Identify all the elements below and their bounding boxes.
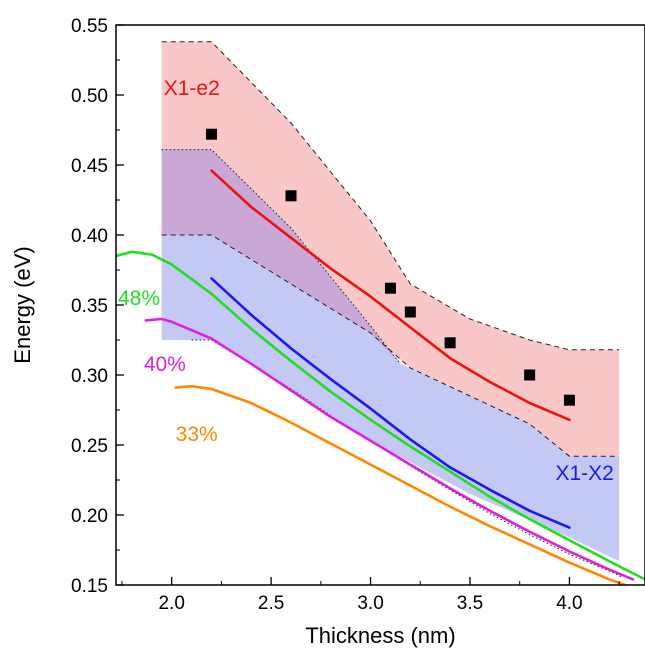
measured-points [205,128,575,406]
uncertainty-bands [161,41,620,562]
y-tick-label: 0.50 [71,86,108,107]
overlap-band [161,149,401,364]
x-tick-label: 2.5 [258,593,284,614]
label-48: 48% [118,287,160,310]
x1-e2-band [161,41,620,457]
data-point [205,128,217,140]
data-point [444,337,456,349]
x1-e2-line [210,169,571,422]
x-tick-label: 4.0 [556,593,582,614]
label-x1-e2: X1-e2 [164,77,220,100]
x-tick-label: 2.0 [158,593,184,614]
y-tick-label: 0.30 [71,366,108,387]
data-point [563,394,575,406]
series-annotations: X1-e2 X1-X2 48% 40% 33% [118,77,614,485]
x1-e2-band-upper-edge [161,41,620,351]
y-tick-label: 0.15 [71,576,108,597]
y-tick-label: 0.35 [71,296,108,317]
axis-ticks: 2.0 2.5 3.0 3.5 4.0 0.15 0.20 0.25 0.30 0.35 0.40 0… [71,16,620,614]
data-point [404,306,416,318]
data-point [384,282,396,294]
y-tick-label: 0.40 [71,226,108,247]
y-tick-label: 0.55 [71,16,108,37]
band-boundaries [161,41,622,578]
data-point [285,190,297,202]
data-point [524,369,536,381]
y-tick-label: 0.25 [71,436,108,457]
label-33: 33% [176,423,218,446]
x1-e2-band-lower-edge [161,234,620,457]
y-axis-title: Energy (eV) [10,246,35,363]
33pct-line [174,384,630,585]
x1-x2-band-lower-edge [191,339,622,578]
48pct-line [116,250,645,581]
y-tick-label: 0.20 [71,506,108,527]
x1-x2-line [210,277,571,529]
x1-x2-band-upper-edge [161,149,401,365]
40pct-line [144,317,635,581]
x-tick-label: 3.0 [357,593,383,614]
label-40: 40% [144,353,186,376]
y-tick-label: 0.45 [71,156,108,177]
series-lines [116,169,645,585]
label-x1-x2: X1-X2 [556,462,614,485]
x-axis-title: Thickness (nm) [305,623,455,648]
x-tick-label: 3.5 [457,593,483,614]
